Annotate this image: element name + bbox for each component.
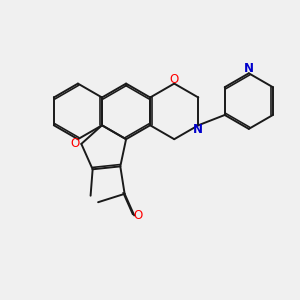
Text: O: O bbox=[134, 209, 143, 222]
Text: O: O bbox=[169, 73, 179, 86]
Text: N: N bbox=[244, 61, 254, 75]
Text: N: N bbox=[193, 123, 203, 136]
Text: O: O bbox=[70, 137, 80, 150]
